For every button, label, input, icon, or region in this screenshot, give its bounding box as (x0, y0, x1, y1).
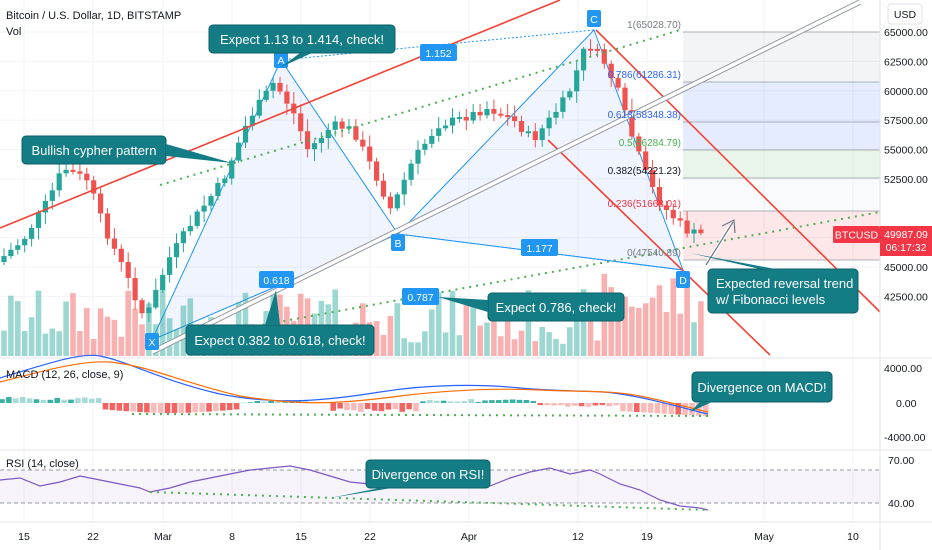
ratio-0618: 0.618 (263, 275, 289, 287)
svg-text:w/ Fibonacci levels: w/ Fibonacci levels (715, 292, 826, 307)
svg-text:0.00: 0.00 (896, 398, 917, 410)
fibonacci-labels: 1(65028.70) 0.786(61286.31) 0.618(58348.38… (608, 20, 681, 259)
fib-level-label: 0(47540.89) (627, 248, 681, 259)
time-axis[interactable]: 15 22 Mar 8 15 22 Apr 12 19 May 10 (18, 531, 859, 543)
time-label: 19 (641, 531, 653, 543)
ratio-0787: 0.787 (407, 292, 433, 304)
projection-arrows (704, 219, 736, 266)
macd-pane[interactable]: Divergence on MACD! (0, 354, 833, 417)
price-label: 60000.00 (884, 86, 928, 98)
callout-rsi-divergence[interactable]: Divergence on RSI! (330, 459, 491, 498)
countdown-tag: 06:17:32 (886, 242, 927, 254)
price-label: 57500.00 (884, 115, 928, 127)
point-b: B (394, 238, 401, 250)
trend-lines[interactable] (0, 0, 881, 356)
callout-reversal[interactable]: Expected reversal trend w/ Fibonacci lev… (690, 253, 859, 314)
macd-histogram (0, 397, 709, 417)
svg-text:70.00: 70.00 (888, 455, 914, 467)
time-label: Apr (461, 531, 478, 543)
red-channel-top[interactable] (0, 0, 561, 229)
grid (0, 0, 880, 522)
svg-text:Divergence on MACD!: Divergence on MACD! (697, 380, 826, 395)
svg-text:Expect 0.382 to 0.618, check!: Expect 0.382 to 0.618, check! (194, 333, 365, 348)
price-label: 52500.00 (884, 174, 928, 186)
volume-label: Vol (6, 26, 21, 38)
time-label: 12 (572, 531, 584, 543)
current-price-tag: 49987.09 (884, 229, 928, 241)
rsi-label: RSI (14, close) (6, 458, 79, 470)
fib-zone (683, 122, 880, 150)
currency-button[interactable]: USD (887, 3, 923, 25)
time-label: 10 (847, 531, 859, 543)
svg-text:4000.00: 4000.00 (884, 363, 922, 375)
time-label: 22 (87, 531, 99, 543)
fib-level-label: 0.236(51668.01) (608, 199, 681, 210)
rsi-pane[interactable]: Divergence on RSI! (0, 459, 880, 511)
callouts[interactable]: Expect 1.13 to 1.414, check! Bullish cyp… (21, 24, 859, 356)
svg-text:Expected reversal trend: Expected reversal trend (716, 276, 853, 291)
time-label: Mar (154, 531, 173, 543)
point-d: D (679, 275, 687, 287)
callout-expect-c[interactable]: Expect 0.786, check! (438, 292, 625, 322)
time-label: 15 (18, 531, 30, 543)
time-label: 22 (364, 531, 376, 543)
time-label: 8 (229, 531, 235, 543)
ratio-tags: 1.152 0.618 0.787 1.177 (259, 44, 558, 305)
fib-level-label: 0.382(54221.23) (608, 166, 681, 177)
fib-zone (683, 82, 880, 122)
macd-divergence-line (131, 413, 709, 417)
price-tags: BTCUSD 49987.09 06:17:32 (833, 226, 932, 256)
point-x: X (148, 337, 155, 349)
red-channel-desc-2[interactable] (547, 139, 771, 356)
pattern-points[interactable]: X A B C D (145, 10, 690, 350)
price-label: 45000.00 (884, 262, 928, 274)
callout-bullish-cypher[interactable]: Bullish cypher pattern (21, 135, 232, 165)
fib-level-label: 0.618(58348.38) (608, 110, 681, 121)
white-trend-line[interactable] (151, 0, 861, 354)
fib-level-label: 1(65028.70) (627, 20, 681, 31)
callout-macd-divergence[interactable]: Divergence on MACD! (690, 371, 833, 412)
price-label: 62500.00 (884, 56, 928, 68)
price-label: 55000.00 (884, 145, 928, 157)
fib-level-label: 0.786(61286.31) (608, 70, 681, 81)
callout-expect-b[interactable]: Expect 0.382 to 0.618, check! (185, 290, 375, 356)
red-channel-desc-1[interactable] (595, 29, 881, 313)
svg-text:USD: USD (894, 9, 917, 21)
symbol-title: Bitcoin / U.S. Dollar, 1D, BITSTAMP (6, 10, 181, 22)
ratio-1152: 1.152 (425, 48, 451, 60)
macd-label: MACD (12, 26, close, 9) (6, 369, 123, 381)
callout-expect-a[interactable]: Expect 1.13 to 1.414, check! (208, 24, 396, 67)
fib-zone (683, 150, 880, 178)
svg-text:Expect 1.13 to 1.414, check!: Expect 1.13 to 1.414, check! (220, 32, 384, 47)
time-label: May (754, 531, 775, 543)
fib-zone (683, 178, 880, 211)
price-label: 42500.00 (884, 291, 928, 303)
macd-line (0, 354, 709, 415)
svg-text:Divergence on RSI!: Divergence on RSI! (372, 467, 485, 482)
time-label: 15 (295, 531, 307, 543)
symbol-tag: BTCUSD (835, 230, 879, 242)
svg-text:Expect 0.786, check!: Expect 0.786, check! (496, 300, 617, 315)
point-a: A (277, 55, 284, 67)
fib-level-label: 0.5(56284.79) (619, 138, 681, 149)
price-label: 65000.00 (884, 27, 928, 39)
reversal-arrow-outline (705, 219, 736, 266)
svg-text:40.00: 40.00 (888, 498, 914, 510)
ratio-1177: 1.177 (526, 243, 552, 255)
rsi-line (0, 465, 709, 511)
price-axis[interactable]: 65000.00 62500.00 60000.00 57500.00 55000.00… (884, 27, 928, 303)
svg-text:-4000.00: -4000.00 (884, 432, 926, 444)
point-c: C (590, 14, 598, 26)
svg-text:Bullish cypher pattern: Bullish cypher pattern (31, 143, 156, 158)
macd-signal (0, 361, 709, 413)
